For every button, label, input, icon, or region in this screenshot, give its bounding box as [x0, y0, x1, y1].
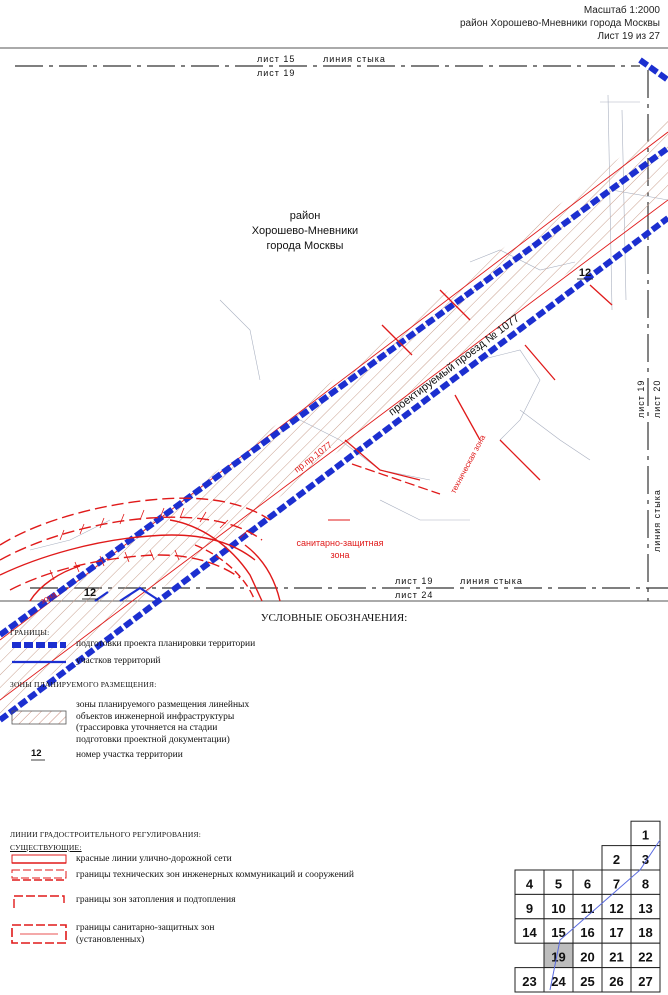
sheet-index-label-1: 1 [642, 828, 649, 843]
sheet-index-label-22: 22 [638, 950, 652, 965]
parcel-number-upper: 12 [579, 267, 591, 279]
sheet-index-cell-3 [630, 845, 661, 871]
district-label-line3: города Москвы [267, 240, 344, 252]
base-map-lines [29, 94, 668, 551]
legend-tech-zones: границы технических зон инженерных комму… [76, 870, 354, 880]
sheet-index-cell-15 [543, 918, 574, 944]
sheet-index-cell-17 [601, 918, 632, 944]
sheet-index-cell-20 [572, 942, 603, 969]
sheet-index-cell-1 [630, 820, 661, 847]
title-block: Масштаб 1:2000 район Хорошево-Мневники г… [460, 4, 660, 43]
sheet-index-label-15: 15 [551, 925, 565, 940]
sheet-index-label-4: 4 [526, 876, 534, 891]
sheet-index-label-7: 7 [613, 876, 620, 891]
legend-red-lines: красные линии улично-дорожной сети [76, 854, 232, 864]
junction-right-right: лист 20 [652, 380, 662, 418]
district-title: район Хорошево-Мневники города Москвы [459, 18, 660, 29]
sheet-index-label-14: 14 [522, 925, 537, 940]
legend-parcel-number: номер участка территории [76, 750, 183, 760]
district-label-line1: район [290, 210, 321, 222]
legend-parcel-border: участков территорий [76, 656, 161, 666]
sheet-index-cell-25 [572, 967, 603, 993]
junction-top-upper: лист 15 [257, 54, 295, 64]
legend-group-zones: ЗОНЫ ПЛАНИРУЕМОГО РАЗМЕЩЕНИЯ: [10, 680, 157, 689]
junction-right-title: линия стыка [652, 489, 662, 552]
legend-linear-zone: зоны планируемого размещения линейных об… [76, 700, 250, 745]
scale-label: Масштаб 1:2000 [583, 5, 660, 16]
sanitary-zone-label-line1: санитарно-защитная [296, 538, 383, 548]
sanitary-zone-ticks [49, 507, 249, 581]
sheet-index-label-6: 6 [584, 876, 591, 891]
sheet-index-label-18: 18 [638, 925, 652, 940]
sanitary-zone-label-line2: зона [330, 550, 349, 560]
sheet-index-label-16: 16 [580, 925, 594, 940]
sheet-index-cell-2 [601, 845, 632, 871]
sheet-number: Лист 19 из 27 [597, 31, 660, 42]
sheet-index-label-13: 13 [638, 901, 652, 916]
sheet-index-label-2: 2 [613, 852, 620, 867]
parcel-boundary-lines [94, 586, 161, 602]
junction-bottom-upper: лист 19 [395, 576, 433, 586]
legend-sanitary-zones: границы санитарно-защитных зон (установл… [76, 923, 215, 945]
sheet-index-label-26: 26 [609, 974, 623, 989]
sheet-index-cell-27 [630, 967, 661, 993]
sheet-index-label-20: 20 [580, 950, 594, 965]
sheet-index-label-23: 23 [522, 974, 536, 989]
flood-zone-contours [0, 497, 281, 602]
sheet-index-cell-18 [630, 918, 661, 944]
junction-bottom-title: линия стыка [460, 576, 523, 586]
legend-parcel-number-symbol: 12 [31, 748, 42, 759]
sheet-index-cell-23 [514, 967, 545, 993]
sheet-index-label-3: 3 [642, 852, 649, 867]
sheet-index-label-25: 25 [580, 974, 594, 989]
project-boundary-lines [0, 57, 668, 723]
legend-flood-zones: границы зон затопления и подтопления [76, 895, 236, 905]
junction-top-title: линия стыка [323, 54, 386, 64]
sheet-index-label-10: 10 [551, 901, 565, 916]
sheet-index-label-27: 27 [638, 974, 652, 989]
legend-title: УСЛОВНЫЕ ОБОЗНАЧЕНИЯ: [260, 612, 408, 624]
legend-symbols [11, 642, 67, 944]
sheet-index-label-11: 11 [581, 901, 595, 916]
legend-project-border: подготовки проекта планировки территории [76, 639, 256, 649]
junction-top-lower: лист 19 [257, 68, 295, 78]
parcel-number-lower: 12 [84, 587, 96, 599]
sheet-index-cell-4 [514, 869, 545, 895]
sheet-index-cell-10 [543, 893, 574, 920]
junction-right-left: лист 19 [636, 380, 646, 418]
sheet-index-overlay [549, 839, 661, 991]
sheet-index-cell-11 [572, 893, 603, 920]
sheet-index-label-19: 19 [551, 950, 565, 965]
sheet-index-label-8: 8 [642, 876, 649, 891]
sheet-index-label-24: 24 [551, 974, 566, 989]
tech-zone-label: техническая зона [449, 433, 488, 495]
tech-zone-branches [344, 284, 613, 495]
legend-group-regulation: ЛИНИИ ГРАДОСТРОИТЕЛЬНОГО РЕГУЛИРОВАНИЯ: [10, 830, 202, 839]
sheet-index-cell-14 [514, 918, 545, 944]
sheet-index-label-9: 9 [526, 901, 533, 916]
legend-group-borders: ГРАНИЦЫ: [10, 628, 50, 637]
sheet-index-label-17: 17 [609, 925, 623, 940]
sheet-index-label-5: 5 [555, 876, 562, 891]
sheet-index-label-12: 12 [609, 901, 623, 916]
sheet-index-cell-5 [543, 869, 574, 895]
junction-bottom-lower: лист 24 [395, 590, 433, 600]
district-label-line2: Хорошево-Мневники [252, 225, 358, 237]
sheet-index-label-21: 21 [609, 950, 623, 965]
legend-group-existing: СУЩЕСТВУЮЩИЕ: [10, 843, 82, 852]
